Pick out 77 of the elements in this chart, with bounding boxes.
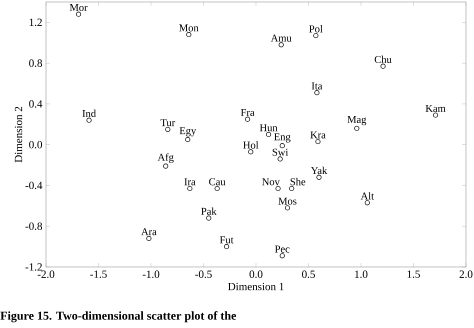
annotation: Mos — [278, 198, 296, 205]
annotation: Pol — [309, 25, 323, 32]
point — [364, 200, 370, 206]
y-tick-label: 0.8 — [29, 59, 42, 67]
point — [280, 253, 285, 258]
annotation: Alt — [360, 192, 374, 200]
point — [278, 156, 283, 162]
annotation: Nov — [262, 178, 280, 186]
point — [432, 112, 438, 118]
annotation: Fra — [240, 109, 254, 116]
annotation: Kam — [426, 104, 446, 112]
point — [76, 12, 82, 17]
x-tick-label: 1.0 — [355, 270, 368, 278]
annotation: Mag — [347, 116, 366, 126]
point — [165, 126, 170, 132]
x-tick-label: 0.0 — [250, 270, 262, 278]
point — [163, 164, 168, 169]
y-tick-label: 0.4 — [29, 100, 42, 108]
point — [315, 139, 320, 144]
annotation: Ira — [184, 178, 196, 186]
annotation: Pak — [201, 207, 217, 215]
x-tick-label: 2.0 — [460, 270, 472, 278]
x-tick-label: -1.0 — [142, 270, 160, 278]
y-tick-label: 1.2 — [30, 18, 42, 26]
point — [278, 42, 284, 48]
x-tick-label: -1.5 — [90, 270, 107, 278]
annotation: Ara — [141, 228, 157, 236]
y-axis-title: Dimension 2 — [14, 106, 22, 162]
annotation: Ind — [82, 110, 96, 118]
point — [214, 186, 220, 192]
point — [185, 137, 190, 142]
annotation: Mor — [70, 4, 88, 12]
annotation: Amu — [270, 34, 292, 42]
annotation: Ita — [312, 82, 322, 90]
y-tick-label: -1.2 — [25, 263, 42, 271]
point — [86, 118, 92, 123]
point — [276, 186, 281, 192]
annotation: Fut — [220, 236, 234, 244]
point — [289, 186, 294, 192]
x-tick-label: -2.0 — [38, 270, 54, 278]
point — [186, 32, 192, 38]
point — [280, 143, 285, 148]
annotation: Pec — [274, 246, 290, 253]
point — [146, 236, 152, 241]
annotation: Cau — [209, 178, 226, 186]
point — [245, 116, 250, 122]
annotation: Eng — [274, 133, 291, 142]
x-tick-label: -0.5 — [195, 270, 212, 278]
point — [380, 64, 386, 69]
y-tick-label: 0.0 — [29, 140, 42, 148]
point — [313, 33, 318, 38]
annotation: Egy — [180, 127, 196, 136]
point — [206, 216, 212, 221]
point — [266, 132, 272, 138]
annotation: Tur — [160, 119, 176, 126]
point — [316, 174, 322, 180]
annotation: She — [290, 178, 306, 186]
annotation: Afg — [158, 153, 174, 163]
y-tick-label: -0.4 — [25, 182, 42, 190]
annotation: Hol — [243, 141, 258, 149]
caption: Figure 15. Two-dimensional scatter plot of the — [0, 311, 236, 322]
x-tick-label: 0.5 — [302, 270, 315, 278]
annotation: Swi — [272, 148, 288, 156]
point — [314, 90, 320, 96]
point — [187, 186, 192, 192]
annotation: Chu — [374, 56, 392, 64]
point — [284, 205, 290, 210]
annotation: Kra — [310, 131, 326, 138]
annotation: Mon — [179, 24, 199, 32]
x-axis-title: Dimension 1 — [228, 282, 284, 290]
x-tick-label: 1.5 — [408, 270, 420, 278]
point — [354, 126, 360, 131]
annotation: Yak — [310, 166, 328, 174]
annotation: Hun — [260, 124, 278, 132]
y-tick-label: -0.8 — [25, 222, 42, 230]
point — [224, 244, 230, 250]
point — [248, 149, 254, 154]
